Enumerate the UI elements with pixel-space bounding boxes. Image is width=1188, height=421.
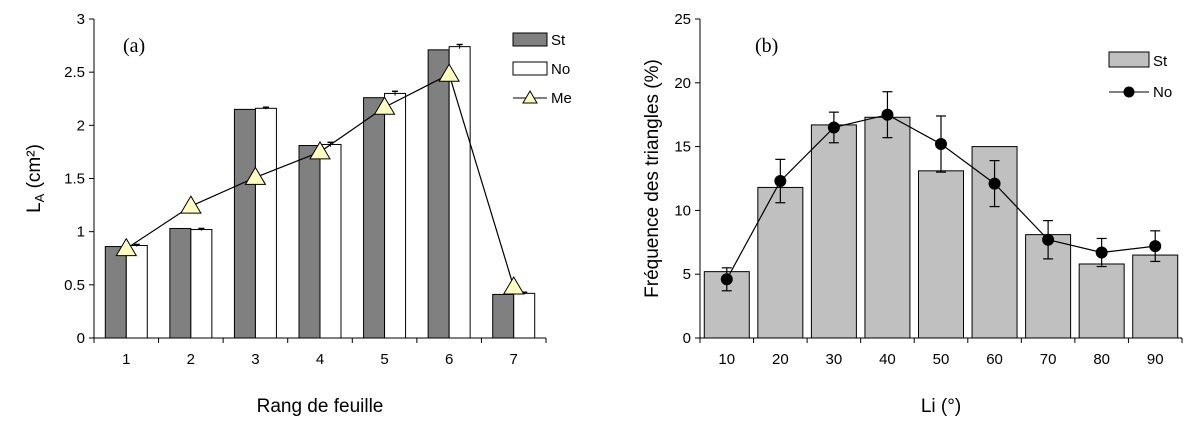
x-tick-label: 90	[1147, 351, 1164, 368]
x-tick-label: 40	[879, 351, 896, 368]
x-tick-label: 1	[122, 351, 130, 368]
x-tick-label: 80	[1093, 351, 1110, 368]
circle-marker	[935, 138, 947, 151]
circle-marker	[1042, 233, 1055, 246]
x-tick-label: 7	[510, 351, 518, 368]
x-axis-title: Li (°)	[921, 396, 961, 417]
bar-no	[448, 46, 471, 339]
triangle-marker	[309, 140, 331, 160]
x-axis-title: Rang de feuille	[257, 396, 384, 417]
x-tick-label: 20	[772, 351, 789, 368]
circle-marker	[774, 175, 787, 188]
circle-marker	[720, 273, 733, 286]
circle-marker	[881, 108, 894, 121]
x-tick-label: 50	[933, 351, 950, 368]
circle-marker	[1149, 240, 1162, 253]
bar-st	[1132, 254, 1179, 339]
x-tick-label: 5	[380, 351, 388, 368]
chart-panel-b: 0 5 10 15 20 25 10 20 30 40 50 60 70 80 90 Li (°) Fréque…	[642, 11, 1183, 417]
panel-label: (b)	[755, 35, 778, 57]
y-tick-label: 15	[674, 139, 691, 156]
legend-circle-marker	[1123, 86, 1135, 98]
legend-triangle-marker	[522, 90, 538, 104]
bar-st	[492, 293, 515, 339]
y-tick-label: 0	[77, 330, 85, 347]
bar-st	[918, 170, 964, 339]
legend: St No	[1108, 51, 1172, 101]
triangle-marker	[115, 237, 138, 257]
legend-swatch-st	[512, 32, 548, 47]
triangle-marker	[244, 166, 267, 185]
x-tick-label: 10	[718, 351, 735, 368]
y-axis-title: Fréquence des triangles (%)	[642, 59, 663, 298]
circle-marker	[1095, 246, 1108, 259]
y-tick-label: 20	[674, 75, 691, 92]
bar-st	[427, 49, 450, 339]
x-tick-label: 70	[1040, 351, 1057, 368]
legend-swatch-st	[1108, 51, 1150, 68]
bar-no	[513, 292, 536, 339]
y-tick-label: 2.5	[64, 64, 85, 81]
y-axis-title: LA (cm²)	[24, 144, 47, 213]
legend-label: No	[551, 61, 570, 78]
y-tick-label: 0.5	[64, 277, 85, 294]
bar-no	[319, 143, 342, 339]
y-tick-label: 25	[674, 11, 691, 28]
panel-label: (a)	[123, 35, 145, 57]
triangle-marker	[438, 63, 461, 82]
bar-st	[363, 97, 386, 339]
y-tick-label: 5	[683, 266, 691, 283]
x-tick-label: 3	[251, 351, 259, 368]
circle-marker	[988, 177, 1001, 190]
legend: St No Me	[512, 32, 572, 107]
bar-st	[1078, 263, 1125, 339]
bar-no	[254, 107, 277, 339]
legend-label: St	[1153, 53, 1168, 70]
legend-label: No	[1153, 84, 1172, 101]
circle-marker	[827, 121, 840, 134]
bar-st	[169, 227, 192, 339]
x-tick-label: 30	[826, 351, 843, 368]
triangle-marker	[373, 96, 396, 115]
x-tick-label: 4	[316, 351, 324, 368]
bar-st	[298, 145, 321, 339]
y-tick-label: 1.5	[64, 171, 85, 188]
bar-st	[757, 186, 804, 339]
y-tick-label: 1	[77, 224, 85, 241]
y-tick-label: 0	[683, 330, 691, 347]
triangle-marker	[179, 195, 202, 214]
legend-label: Me	[551, 90, 572, 107]
y-tick-label: 10	[674, 202, 691, 219]
bar-st	[864, 116, 911, 339]
y-tick-label: 3	[77, 11, 85, 28]
bar-no	[384, 92, 407, 339]
bar-st	[233, 108, 256, 339]
bar-st	[104, 246, 127, 339]
chart-panel-a: 0 0.5 1 1.5 2 2.5 3 1 2 3 4 5 6 7 Rang de feuille LA (c…	[24, 11, 572, 417]
legend-label: St	[551, 32, 566, 49]
bar-st	[810, 124, 857, 339]
x-tick-label: 2	[187, 351, 195, 368]
bar-no	[125, 244, 148, 339]
x-tick-label: 6	[445, 351, 453, 368]
triangle-marker	[502, 275, 525, 295]
legend-swatch-no	[512, 61, 548, 76]
y-tick-label: 2	[77, 117, 85, 134]
x-tick-label: 60	[986, 351, 1003, 368]
bar-no	[190, 229, 213, 339]
